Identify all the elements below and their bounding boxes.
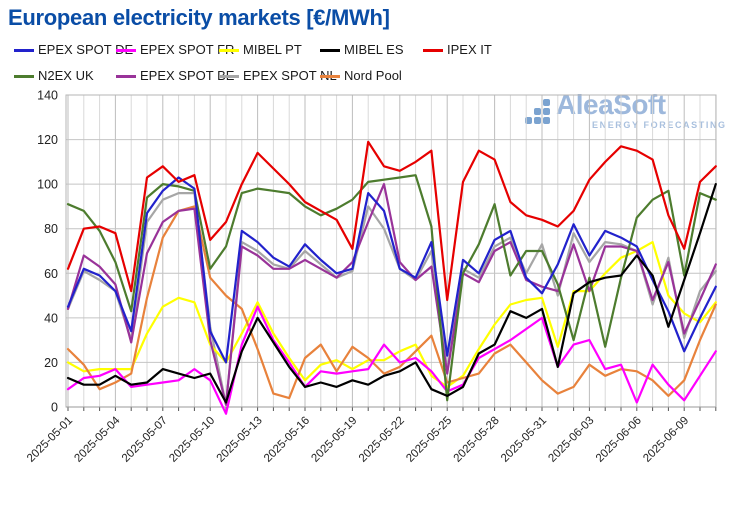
- legend-line-swatch: [423, 48, 443, 52]
- legend-item-mibel-pt: MIBEL PT: [219, 42, 302, 58]
- legend-line-swatch: [116, 74, 136, 78]
- svg-text:2025-05-04: 2025-05-04: [72, 414, 123, 465]
- svg-text:60: 60: [44, 267, 58, 281]
- x-axis-labels: 2025-05-012025-05-042025-05-072025-05-10…: [25, 414, 691, 465]
- svg-text:140: 140: [37, 89, 58, 103]
- legend-item-ipex-it: IPEX IT: [423, 42, 492, 58]
- svg-text:80: 80: [44, 222, 58, 236]
- series-line-n2ex-uk: [66, 174, 717, 402]
- series-line-epex-spot-be: [66, 183, 717, 406]
- legend-label: EPEX SPOT FR: [140, 42, 235, 57]
- page-title: European electricity markets [€/MWh]: [8, 5, 390, 30]
- series-line-mibel-pt: [66, 241, 717, 388]
- svg-text:2025-05-28: 2025-05-28: [452, 415, 502, 465]
- legend-item-n2ex-uk: N2EX UK: [14, 68, 94, 84]
- svg-text:2025-05-31: 2025-05-31: [499, 415, 549, 465]
- legend-label: EPEX SPOT DE: [38, 42, 134, 57]
- series-line-epex-spot-nl: [66, 192, 717, 406]
- legend-label: Nord Pool: [344, 68, 402, 83]
- svg-text:0: 0: [51, 401, 58, 415]
- legend-label: MIBEL PT: [243, 42, 302, 57]
- legend-label: EPEX SPOT BE: [140, 68, 235, 83]
- legend-item-mibel-es: MIBEL ES: [320, 42, 403, 58]
- svg-text:2025-05-25: 2025-05-25: [404, 415, 454, 465]
- legend-line-swatch: [219, 74, 239, 78]
- series-line-epex-spot-de: [66, 176, 717, 364]
- aleasoft-dots-icon: [525, 97, 552, 124]
- chart-grid: [65, 94, 717, 408]
- legend-item-epex-spot-nl: EPEX SPOT NL: [219, 68, 337, 84]
- legend-label: N2EX UK: [38, 68, 94, 83]
- legend-line-swatch: [14, 48, 34, 52]
- svg-text:2025-05-13: 2025-05-13: [215, 415, 265, 465]
- legend-item-epex-spot-de: EPEX SPOT DE: [14, 42, 133, 58]
- legend-item-nord-pool: Nord Pool: [320, 68, 402, 84]
- svg-text:2025-05-10: 2025-05-10: [167, 415, 217, 465]
- svg-text:20: 20: [44, 356, 58, 370]
- svg-text:2025-05-16: 2025-05-16: [262, 415, 312, 465]
- svg-text:120: 120: [37, 133, 58, 147]
- legend-item-epex-spot-fr: EPEX SPOT FR: [116, 42, 234, 58]
- legend-label: IPEX IT: [447, 42, 492, 57]
- legend-line-swatch: [320, 48, 340, 52]
- legend-label: MIBEL ES: [344, 42, 404, 57]
- series-line-nord-pool: [66, 205, 717, 400]
- svg-text:2025-05-07: 2025-05-07: [120, 415, 170, 465]
- legend-line-swatch: [219, 48, 239, 52]
- series-line-mibel-es: [66, 183, 717, 404]
- svg-text:2025-06-03: 2025-06-03: [546, 415, 596, 465]
- legend-line-swatch: [14, 74, 34, 78]
- svg-text:2025-06-06: 2025-06-06: [594, 415, 644, 465]
- legend-line-swatch: [320, 74, 340, 78]
- svg-text:2025-06-09: 2025-06-09: [641, 415, 691, 465]
- svg-text:2025-05-22: 2025-05-22: [357, 415, 407, 465]
- svg-text:40: 40: [44, 311, 58, 325]
- svg-text:100: 100: [37, 178, 58, 192]
- series-line-epex-spot-fr: [66, 305, 717, 415]
- legend-label: EPEX SPOT NL: [243, 68, 337, 83]
- legend-line-swatch: [116, 48, 136, 52]
- svg-text:2025-05-01: 2025-05-01: [25, 415, 75, 465]
- y-axis-labels: 0 20 40 60 80 100 120 140: [37, 89, 58, 415]
- series-lines: [66, 140, 717, 415]
- watermark-tagline: ENERGY FORECASTING: [592, 120, 727, 130]
- series-line-ipex-it: [66, 140, 717, 302]
- x-axis-ticks: [66, 406, 717, 411]
- legend-item-epex-spot-be: EPEX SPOT BE: [116, 68, 234, 84]
- svg-text:2025-05-19: 2025-05-19: [309, 415, 359, 465]
